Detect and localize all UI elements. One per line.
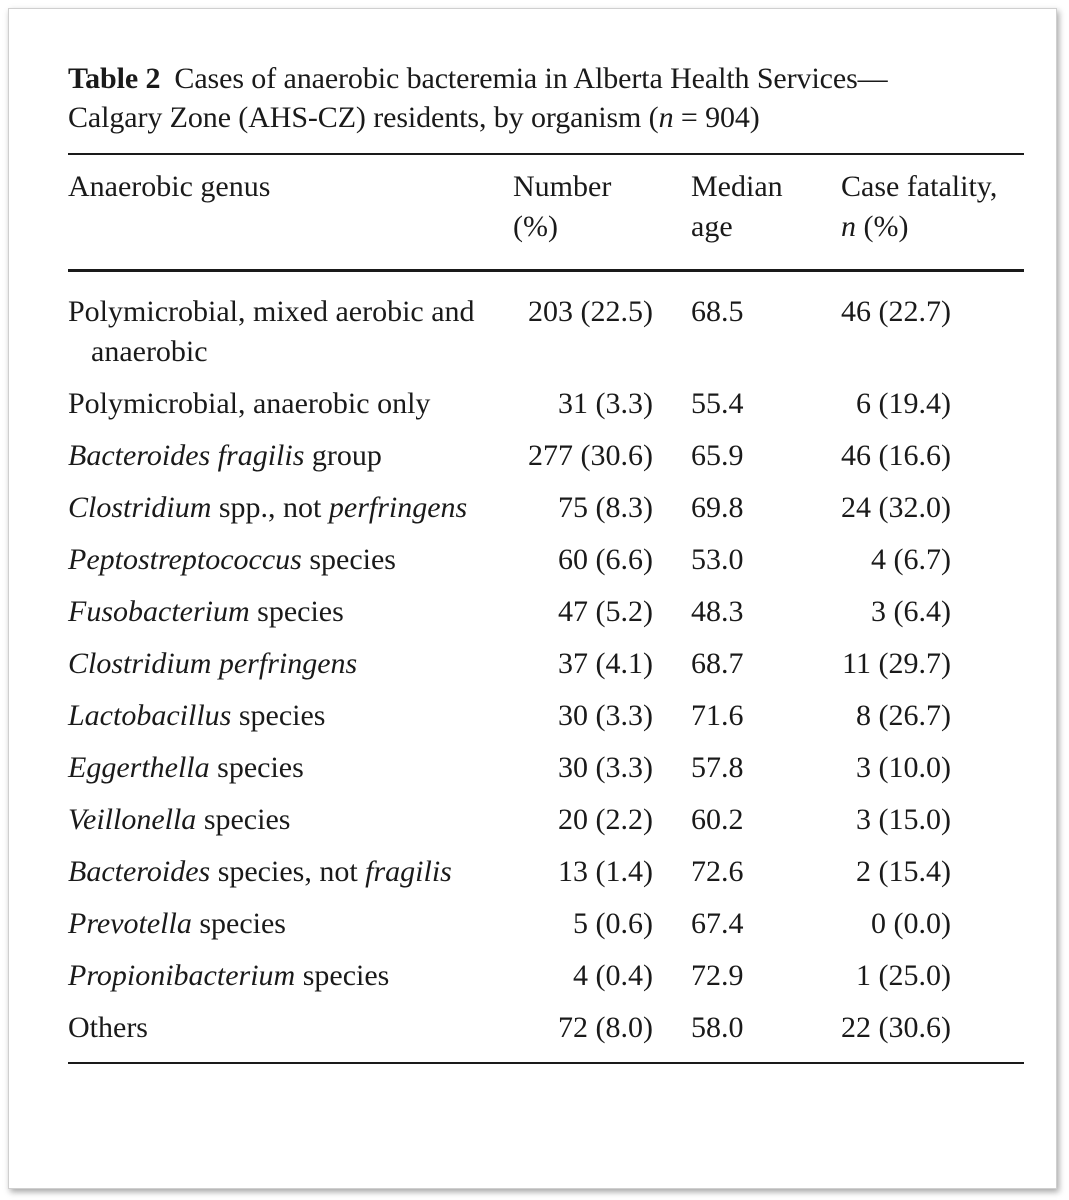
- cell-number: 13 (1.4): [558, 855, 653, 888]
- bottom-rule: [68, 1062, 1024, 1064]
- cell-genus: Prevotella species: [68, 907, 286, 940]
- cell-median-age: 72.9: [691, 959, 744, 992]
- cell-number: 277 (30.6): [528, 439, 653, 472]
- cell-number: 72 (8.0): [558, 1011, 653, 1044]
- cell-case-fatality: 0 (0.0): [871, 907, 951, 940]
- cell-number: 37 (4.1): [558, 647, 653, 680]
- cell-number: 30 (3.3): [558, 699, 653, 732]
- data-table: Anaerobic genus Number (%) Median age Case…: [68, 155, 1024, 269]
- cell-median-age: 67.4: [691, 907, 744, 940]
- cell-median-age: 65.9: [691, 439, 744, 472]
- cell-case-fatality: 24 (32.0): [841, 491, 951, 524]
- cell-number: 4 (0.4): [573, 959, 653, 992]
- table-row: Prevotella species 5 (0.6) 67.4 0 (0.0): [68, 892, 1024, 944]
- cell-median-age: 57.8: [691, 751, 744, 784]
- cell-case-fatality: 46 (16.6): [841, 439, 951, 472]
- table-row: Bacteroides species, not fragilis 13 (1.4…: [68, 840, 1024, 892]
- table-row: Lactobacillus species 30 (3.3) 71.6 8 (26.7…: [68, 684, 1024, 736]
- cell-number: 31 (3.3): [558, 387, 653, 420]
- cell-median-age: 69.8: [691, 491, 744, 524]
- document-frame: Table 2 Cases of anaerobic bacteremia in …: [8, 8, 1057, 1189]
- cell-median-age: 68.5: [691, 295, 744, 328]
- header-genus: Anaerobic genus: [68, 170, 271, 203]
- cell-number: 47 (5.2): [558, 595, 653, 628]
- cell-median-age: 72.6: [691, 855, 744, 888]
- table-body: Polymicrobial, mixed aerobic and anaerob…: [68, 272, 1024, 1062]
- cell-median-age: 55.4: [691, 387, 744, 420]
- table-row: Clostridium perfringens 37 (4.1) 68.7 11 (2…: [68, 632, 1024, 684]
- cell-case-fatality: 4 (6.7): [871, 543, 951, 576]
- table-row: Bacteroides fragilis group 277 (30.6) 65.9…: [68, 424, 1024, 476]
- header-rule: [68, 269, 1024, 272]
- cell-median-age: 60.2: [691, 803, 744, 836]
- cell-genus: Clostridium spp., not perfringens: [68, 491, 468, 524]
- header-case-fatality: Case fatality, n (%): [841, 170, 998, 243]
- cell-median-age: 58.0: [691, 1011, 744, 1044]
- cell-case-fatality: 3 (15.0): [856, 803, 951, 836]
- caption-line-2a: Calgary Zone (AHS-CZ) residents, by orga…: [68, 101, 659, 134]
- data-table-body: Polymicrobial, mixed aerobic and anaerob…: [68, 272, 1024, 1062]
- cell-case-fatality: 8 (26.7): [856, 699, 951, 732]
- cell-median-age: 53.0: [691, 543, 744, 576]
- table-row: Clostridium spp., not perfringens 75 (8.3…: [68, 476, 1024, 528]
- cell-genus: Lactobacillus species: [68, 699, 326, 732]
- table-block: Table 2 Cases of anaerobic bacteremia in …: [68, 59, 1030, 1064]
- cell-case-fatality: 3 (10.0): [856, 751, 951, 784]
- cell-genus: Others: [68, 1011, 148, 1044]
- cell-genus: Polymicrobial, mixed aerobic and anaerob…: [68, 295, 475, 368]
- cell-case-fatality: 2 (15.4): [856, 855, 951, 888]
- caption-n: n: [658, 101, 674, 134]
- cell-case-fatality: 3 (6.4): [871, 595, 951, 628]
- table-row: Fusobacterium species 47 (5.2) 48.3 3 (6.4): [68, 580, 1024, 632]
- cell-median-age: 48.3: [691, 595, 744, 628]
- cell-genus: Propionibacterium species: [68, 959, 390, 992]
- cell-genus: Fusobacterium species: [68, 595, 344, 628]
- table-row: Eggerthella species 30 (3.3) 57.8 3 (10.0): [68, 736, 1024, 788]
- cell-genus: Bacteroides fragilis group: [68, 439, 382, 472]
- cell-genus: Veillonella species: [68, 803, 291, 836]
- cell-number: 20 (2.2): [558, 803, 653, 836]
- table-label: Table 2: [68, 62, 161, 95]
- cell-case-fatality: 22 (30.6): [841, 1011, 951, 1044]
- cell-case-fatality: 6 (19.4): [856, 387, 951, 420]
- cell-number: 30 (3.3): [558, 751, 653, 784]
- table-caption: Table 2 Cases of anaerobic bacteremia in …: [68, 59, 1030, 137]
- cell-median-age: 68.7: [691, 647, 744, 680]
- cell-number: 75 (8.3): [558, 491, 653, 524]
- cell-median-age: 71.6: [691, 699, 744, 732]
- cell-genus: Clostridium perfringens: [68, 647, 358, 680]
- header-median-age: Median age: [691, 170, 783, 243]
- table-row: Peptostreptococcus species 60 (6.6) 53.0 4 …: [68, 528, 1024, 580]
- table-row: Veillonella species 20 (2.2) 60.2 3 (15.0): [68, 788, 1024, 840]
- cell-genus: Peptostreptococcus species: [68, 543, 396, 576]
- top-rule: [68, 153, 1024, 155]
- cell-case-fatality: 1 (25.0): [856, 959, 951, 992]
- cell-genus: Polymicrobial, anaerobic only: [68, 387, 431, 420]
- caption-line-2b: = 904): [673, 101, 760, 134]
- cell-genus: Eggerthella species: [68, 751, 304, 784]
- cell-case-fatality: 11 (29.7): [842, 647, 951, 680]
- caption-line-1: Cases of anaerobic bacteremia in Alberta…: [174, 62, 888, 95]
- cell-number: 203 (22.5): [528, 295, 653, 328]
- cell-genus: Bacteroides species, not fragilis: [68, 855, 452, 888]
- cell-number: 60 (6.6): [558, 543, 653, 576]
- cell-case-fatality: 46 (22.7): [841, 295, 951, 328]
- table-header: Anaerobic genus Number (%) Median age Case…: [68, 155, 1024, 269]
- table-row: Polymicrobial, mixed aerobic and anaerob…: [68, 272, 1024, 372]
- table-row: Propionibacterium species 4 (0.4) 72.9 1 (2…: [68, 944, 1024, 996]
- table-row: Others 72 (8.0) 58.0 22 (30.6): [68, 996, 1024, 1062]
- table-row: Polymicrobial, anaerobic only 31 (3.3) 55.…: [68, 372, 1024, 424]
- header-number: Number (%): [513, 170, 612, 243]
- cell-number: 5 (0.6): [573, 907, 653, 940]
